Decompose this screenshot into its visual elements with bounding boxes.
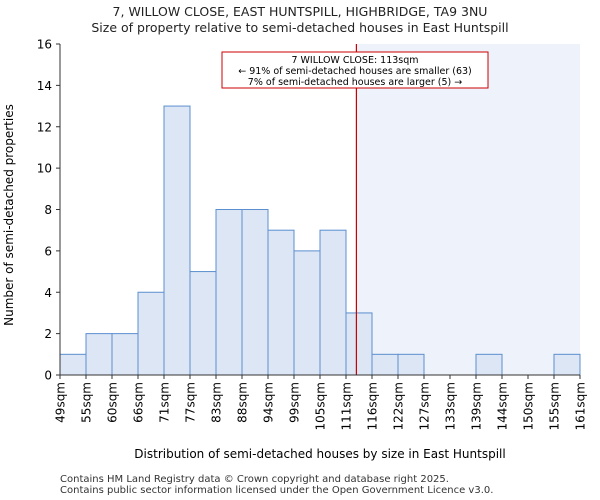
- x-tick-label: 155sqm: [548, 382, 562, 430]
- histogram-bar: [215, 209, 243, 376]
- histogram-bar: [553, 353, 581, 376]
- x-tick-label: 60sqm: [106, 382, 120, 423]
- x-tick-label: 94sqm: [262, 382, 276, 423]
- histogram-bar: [267, 229, 295, 376]
- x-tick-label: 122sqm: [392, 382, 406, 430]
- x-tick-label: 71sqm: [158, 382, 172, 423]
- x-tick-label: 161sqm: [574, 382, 588, 430]
- chart-subtitle: Size of property relative to semi-detach…: [91, 20, 509, 35]
- annotation-line-1: 7 WILLOW CLOSE: 113sqm: [291, 55, 418, 66]
- x-tick-label: 116sqm: [366, 382, 380, 430]
- x-tick-label: 105sqm: [314, 382, 328, 430]
- histogram-bar: [189, 271, 217, 376]
- y-tick-label: 8: [44, 203, 52, 217]
- y-tick-label: 14: [37, 79, 52, 93]
- x-tick-label: 66sqm: [132, 382, 146, 423]
- x-tick-label: 99sqm: [288, 382, 302, 423]
- histogram-bar: [241, 209, 269, 376]
- x-tick-label: 49sqm: [54, 382, 68, 423]
- histogram-bar: [293, 250, 321, 376]
- y-tick-label: 2: [44, 327, 52, 341]
- x-tick-label: 88sqm: [236, 382, 250, 423]
- x-tick-label: 133sqm: [444, 382, 458, 430]
- y-tick-label: 6: [44, 244, 52, 258]
- histogram-bar: [397, 353, 425, 376]
- annotation-line-2: ← 91% of semi-detached houses are smalle…: [238, 66, 472, 77]
- x-tick-label: 127sqm: [418, 382, 432, 430]
- x-tick-label: 150sqm: [522, 382, 536, 430]
- histogram-bar: [345, 312, 373, 376]
- histogram-bar: [163, 105, 191, 376]
- x-tick-label: 55sqm: [80, 382, 94, 423]
- x-tick-label: 111sqm: [340, 382, 354, 430]
- histogram-bar: [371, 353, 399, 376]
- footer-licence: Contains public sector information licen…: [60, 485, 494, 496]
- y-axis-label: Number of semi-detached properties: [2, 104, 16, 326]
- x-axis-label: Distribution of semi-detached houses by …: [134, 447, 505, 461]
- y-tick-label: 0: [44, 369, 52, 383]
- y-tick-label: 4: [44, 286, 52, 300]
- x-tick-label: 77sqm: [184, 382, 198, 423]
- histogram-bar: [111, 333, 139, 376]
- y-tick-label: 16: [37, 38, 52, 52]
- marker-annotation: 7 WILLOW CLOSE: 113sqm ← 91% of semi-det…: [221, 51, 489, 89]
- highlight-region: [356, 44, 580, 375]
- histogram-bar: [319, 229, 347, 376]
- x-tick-label: 83sqm: [210, 382, 224, 423]
- chart-title: 7, WILLOW CLOSE, EAST HUNTSPILL, HIGHBRI…: [112, 4, 488, 19]
- y-tick-label: 12: [37, 120, 52, 134]
- histogram-bar: [475, 353, 503, 376]
- footer-copyright: Contains HM Land Registry data © Crown c…: [60, 474, 449, 485]
- x-tick-label: 139sqm: [470, 382, 484, 430]
- histogram-bar: [85, 333, 113, 376]
- annotation-line-3: 7% of semi-detached houses are larger (5…: [248, 77, 462, 88]
- histogram-bar: [137, 291, 165, 376]
- y-tick-label: 10: [37, 162, 52, 176]
- x-tick-label: 144sqm: [496, 382, 510, 430]
- histogram-bar: [59, 353, 87, 376]
